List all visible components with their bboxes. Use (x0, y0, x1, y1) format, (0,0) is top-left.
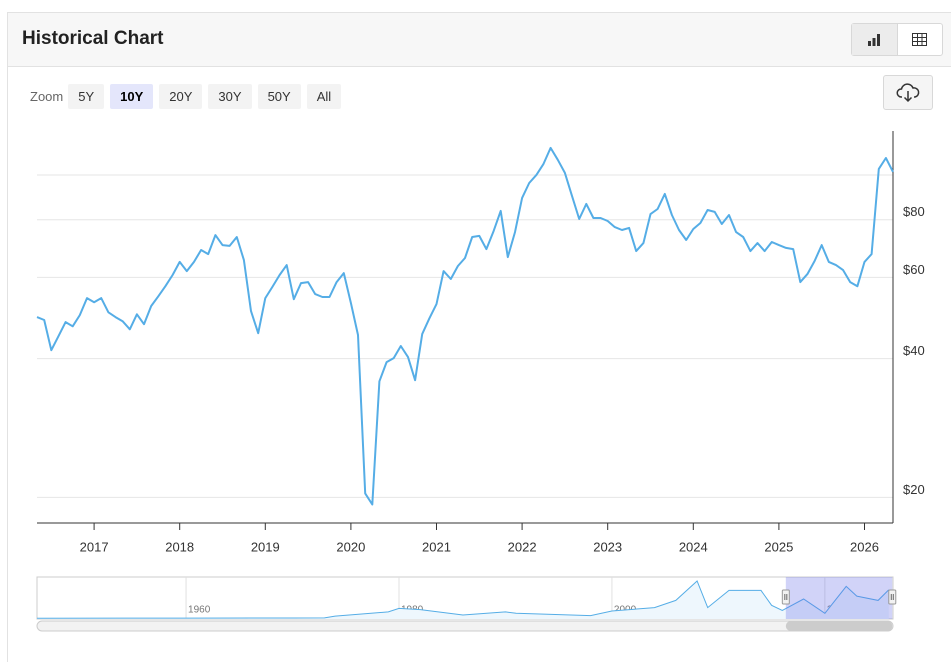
panel-header: Historical Chart (8, 13, 951, 67)
x-tick-label: 2022 (508, 539, 537, 554)
x-tick-label: 2024 (679, 539, 708, 554)
table-icon (912, 33, 928, 46)
navigator-handle (781, 589, 790, 605)
panel-title: Historical Chart (22, 28, 164, 49)
chart-view-button[interactable] (852, 24, 898, 55)
navigator-handle (888, 589, 897, 605)
zoom-button[interactable]: 10Y (110, 84, 154, 109)
zoom-label: Zoom (30, 89, 64, 104)
panel: Historical Chart (7, 12, 951, 662)
x-tick-label: 2026 (850, 539, 879, 554)
download-button[interactable] (883, 75, 933, 110)
table-view-button[interactable] (898, 24, 943, 55)
zoom-bar: Zoom 5Y 10Y 20Y 30Y 50Y All (30, 84, 347, 109)
y-tick-label: $60 (903, 262, 925, 277)
price-line (36, 146, 894, 506)
navigator-selection (785, 577, 893, 619)
x-tick-label: 2023 (593, 539, 622, 554)
zoom-button[interactable]: 20Y (159, 84, 203, 109)
zoom-button[interactable]: 5Y (68, 84, 105, 109)
x-tick-label: 2020 (336, 539, 365, 554)
x-tick-label: 2017 (80, 539, 109, 554)
y-tick-label: $20 (903, 482, 925, 497)
navigator-line (36, 580, 890, 619)
scrollbar-track (36, 620, 894, 632)
bar-icon (868, 33, 881, 46)
view-switch (851, 23, 943, 56)
y-tick-label: $40 (903, 343, 925, 358)
x-tick-label: 2019 (251, 539, 280, 554)
download-icon (896, 82, 920, 102)
x-tick-label: 2021 (422, 539, 451, 554)
zoom-button[interactable]: All (306, 84, 342, 109)
y-tick-label: $80 (903, 204, 925, 219)
navigator-tick-label: 1960 (188, 605, 211, 616)
zoom-button[interactable]: 30Y (208, 84, 252, 109)
navigator-area (37, 581, 889, 619)
zoom-button[interactable]: 50Y (257, 84, 301, 109)
x-tick-label: 2018 (165, 539, 194, 554)
scrollbar-thumb (785, 621, 893, 631)
x-tick-label: 2025 (764, 539, 793, 554)
